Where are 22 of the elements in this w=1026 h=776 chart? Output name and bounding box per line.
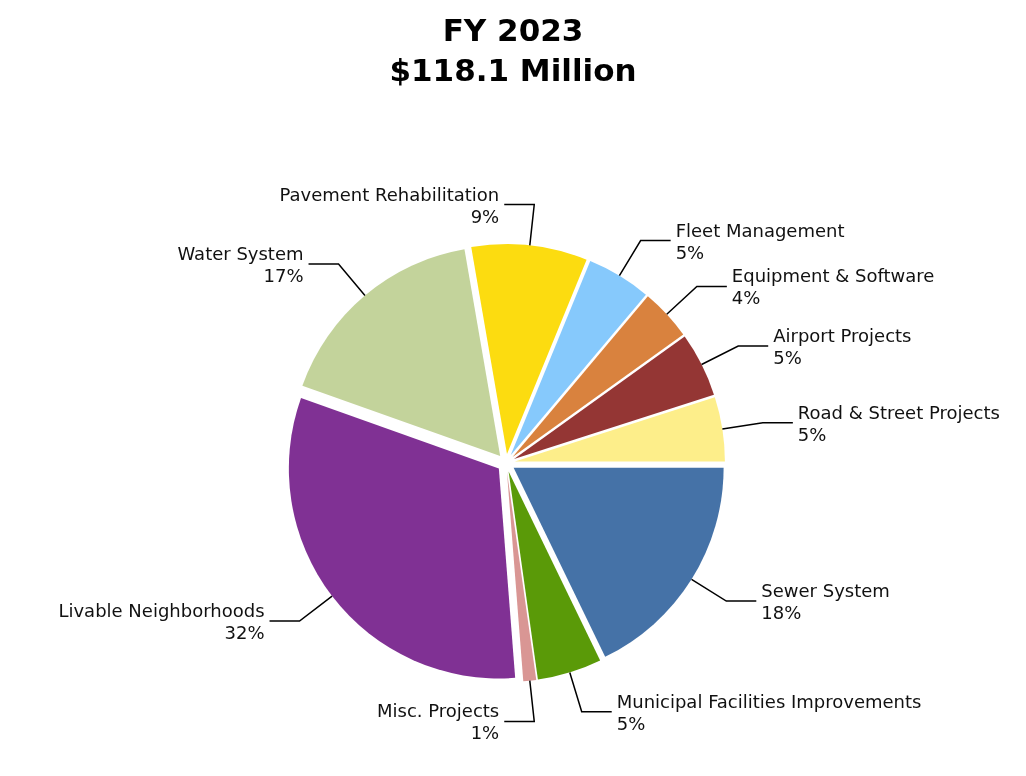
data-label: 5% (797, 423, 827, 445)
slice-label: Water System (177, 243, 304, 265)
data-label: 17% (263, 265, 304, 287)
slice-label: Fleet Management (675, 219, 845, 241)
data-label: 18% (761, 602, 802, 624)
slice-label: Pavement Rehabilitation (279, 183, 500, 205)
data-label: 5% (616, 712, 646, 734)
data-label: 1% (470, 722, 500, 744)
slice-label: Misc. Projects (377, 700, 500, 722)
data-label: 5% (773, 347, 802, 369)
slice-label: Equipment & Software (731, 265, 935, 287)
slice-label: Municipal Facilities Improvements (616, 690, 922, 712)
data-label: 4% (731, 287, 761, 309)
slice-label: Road & Street Projects (797, 401, 1000, 423)
data-label: 9% (470, 205, 500, 227)
data-label: 5% (675, 241, 705, 263)
slice-label: Airport Projects (773, 325, 912, 347)
chart-title: FY 2023 (441, 11, 585, 50)
chart-subtitle: $118.1 Million (388, 51, 638, 90)
data-label: 32% (224, 622, 265, 644)
slice-label: Livable Neighborhoods (58, 600, 265, 622)
slice-label: Sewer System (761, 580, 890, 602)
